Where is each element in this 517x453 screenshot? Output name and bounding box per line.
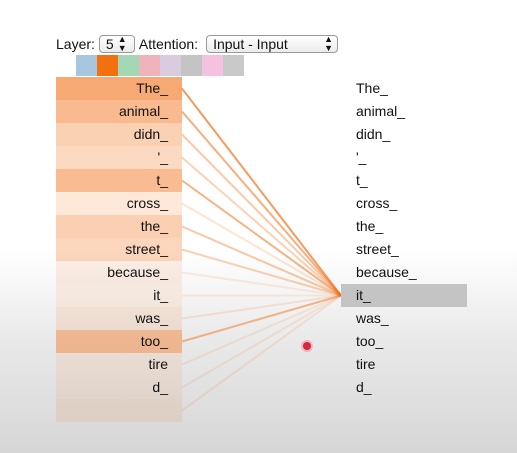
head-swatch-0[interactable] (76, 55, 97, 76)
source-token[interactable]: '_ (56, 146, 182, 169)
controls-bar: Layer: 5 ▲ ▼ Attention: Input - Input ▲ ▼ (56, 34, 339, 54)
attention-line (181, 87, 342, 297)
layer-label: Layer: (56, 36, 95, 52)
attention-select[interactable]: Input - Input ▲ ▼ (206, 34, 339, 53)
attention-line (181, 202, 342, 297)
stepper-arrows-icon: ▲ ▼ (117, 34, 127, 53)
target-token[interactable]: animal_ (356, 103, 406, 119)
target-token[interactable]: street_ (356, 241, 399, 257)
attention-line (181, 110, 342, 297)
attention-line (181, 133, 342, 297)
source-token[interactable]: t_ (56, 169, 182, 192)
target-token[interactable]: cross_ (356, 195, 398, 211)
head-swatch-4[interactable] (160, 55, 181, 76)
head-color-swatches (76, 55, 244, 76)
source-token[interactable]: street_ (56, 238, 182, 261)
target-token[interactable]: didn_ (356, 126, 391, 142)
target-token[interactable]: the_ (356, 218, 384, 234)
source-token[interactable]: it_ (56, 284, 182, 307)
target-token-selected[interactable]: it_ (341, 284, 467, 307)
select-arrows-icon: ▲ ▼ (324, 34, 334, 53)
target-token[interactable]: d_ (356, 379, 372, 395)
head-swatch-1[interactable] (97, 55, 118, 76)
target-token[interactable]: because_ (356, 264, 417, 280)
attention-line (181, 271, 342, 297)
source-token[interactable]: animal_ (56, 100, 182, 123)
head-swatch-7[interactable] (223, 55, 244, 76)
target-token[interactable]: tire (356, 356, 376, 372)
attention-line (181, 294, 342, 366)
source-token[interactable]: didn_ (56, 123, 182, 146)
target-token[interactable]: t_ (356, 172, 368, 188)
layer-value: 5 (105, 36, 114, 52)
attention-line (181, 179, 342, 297)
source-token[interactable]: The_ (56, 77, 182, 100)
source-token[interactable]: was_ (56, 307, 182, 330)
source-token[interactable]: tire (56, 353, 182, 376)
layer-select[interactable]: 5 ▲ ▼ (98, 34, 135, 53)
target-token[interactable]: '_ (356, 149, 367, 165)
source-token[interactable]: d_ (56, 376, 182, 399)
target-token-column: The_ animal_ didn_ '_ t_ cross_ the_ street_bec… (341, 77, 467, 399)
attention-line (181, 225, 342, 297)
attention-line (181, 294, 342, 343)
attention-line (181, 248, 342, 297)
attention-line (181, 294, 342, 320)
target-token[interactable]: was_ (356, 310, 389, 326)
source-token[interactable]: the_ (56, 215, 182, 238)
attention-value: Input - Input (213, 36, 288, 52)
head-swatch-5[interactable] (181, 55, 202, 76)
mouse-cursor-indicator (303, 342, 311, 350)
head-swatch-2[interactable] (118, 55, 139, 76)
attention-line (181, 294, 342, 412)
attention-line (181, 156, 342, 297)
source-token[interactable]: too_ (56, 330, 182, 353)
source-token[interactable] (56, 399, 182, 422)
source-token[interactable]: cross_ (56, 192, 182, 215)
source-token[interactable]: because_ (56, 261, 182, 284)
target-token[interactable]: too_ (356, 333, 384, 349)
attention-line (181, 294, 342, 389)
head-swatch-3[interactable] (139, 55, 160, 76)
source-token-column: The_ animal_ didn_ '_ t_ cross_ the_ street_ bec… (56, 77, 182, 422)
head-swatch-6[interactable] (202, 55, 223, 76)
target-token[interactable]: The_ (356, 80, 388, 96)
attention-label: Attention: (138, 36, 199, 52)
